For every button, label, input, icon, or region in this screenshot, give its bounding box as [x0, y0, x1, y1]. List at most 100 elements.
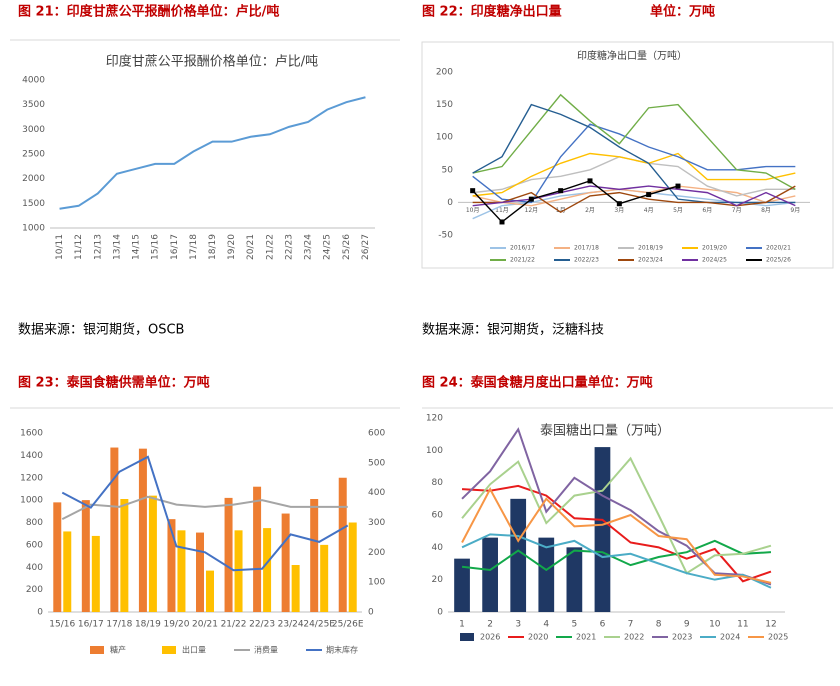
bar	[310, 499, 319, 612]
figure-unit: 单位：万吨	[650, 4, 715, 20]
y-tick-label: 3500	[22, 100, 45, 110]
y2-tick-label: 300	[368, 518, 385, 528]
bar	[320, 544, 329, 612]
y-tick-label: 1200	[20, 473, 43, 483]
chart-title: 印度甘蔗公平报酬价格单位：卢比/吨	[106, 54, 318, 70]
y-tick-label: 1000	[20, 496, 43, 506]
marker	[558, 188, 564, 194]
figure-caption: 图 23：泰国食糖供需单位：万吨	[18, 375, 210, 391]
figure-caption: 图 21：印度甘蔗公平报酬价格单位：卢比/吨	[18, 4, 279, 20]
y-tick-label: 60	[432, 511, 444, 521]
y-tick-label: 100	[426, 446, 443, 456]
bar	[148, 495, 157, 612]
legend-label: 2016/17	[510, 245, 535, 252]
x-tick-label: 17/18	[106, 620, 132, 630]
x-tick-label: 7	[628, 620, 634, 630]
marker	[646, 192, 652, 198]
x-tick-label: 22/23	[284, 234, 294, 260]
bar	[263, 528, 272, 612]
line-series	[59, 96, 366, 210]
bar	[253, 486, 262, 612]
bar	[234, 530, 243, 612]
x-tick-label: 4月	[644, 207, 654, 214]
line-series	[461, 427, 772, 586]
legend-label: 2023/24	[638, 257, 663, 264]
x-tick-label: 19/20	[163, 620, 189, 630]
bar	[110, 447, 119, 612]
marker	[587, 178, 593, 184]
x-tick-label: 17/18	[189, 234, 199, 260]
y2-tick-label: 600	[368, 429, 385, 439]
y-tick-label: 100	[436, 133, 453, 143]
bar	[566, 547, 583, 612]
bar	[177, 530, 186, 612]
chart-title: 印度糖净出口量（万吨）	[577, 49, 687, 62]
chart-title: 泰国糖出口量（万吨）	[540, 423, 670, 439]
x-tick-label: 10/11	[55, 234, 65, 260]
x-tick-label: 12月	[525, 207, 539, 214]
x-tick-label: 20/21	[192, 620, 218, 630]
legend-label: 糖产	[110, 645, 126, 655]
x-tick-label: 10月	[466, 207, 480, 214]
x-tick-label: 5	[572, 620, 578, 630]
bar	[91, 535, 100, 612]
bar	[510, 498, 527, 612]
y-tick-label: 150	[436, 100, 453, 110]
y-tick-label: 1500	[22, 199, 45, 209]
line-series	[472, 123, 796, 204]
line-series	[61, 455, 349, 572]
bar	[138, 448, 147, 612]
x-tick-label: 3	[515, 620, 521, 630]
panel-frame	[421, 41, 834, 269]
legend-label: 2021/22	[510, 257, 535, 264]
bar	[594, 447, 611, 612]
y-tick-label: 2500	[22, 150, 45, 160]
x-tick-label: 2	[487, 620, 493, 630]
bar	[196, 532, 205, 612]
y2-tick-label: 400	[368, 488, 385, 498]
bar	[281, 513, 290, 612]
line-series	[461, 456, 772, 575]
x-tick-label: 9	[684, 620, 690, 630]
x-tick-label: 11/12	[74, 234, 84, 260]
figure-caption: 图 22：印度糖净出口量	[422, 4, 562, 20]
y-tick-label: 600	[26, 540, 43, 550]
data-source: 数据来源：银河期货，OSCB	[18, 322, 184, 338]
x-tick-label: 12/13	[93, 234, 103, 260]
x-tick-label: 2月	[585, 207, 595, 214]
legend-label: 期末库存	[326, 645, 358, 655]
y2-tick-label: 200	[368, 548, 385, 558]
legend-swatch	[460, 633, 474, 641]
bar	[291, 565, 300, 612]
x-tick-label: 24/25E	[303, 620, 335, 630]
legend-label: 2020	[528, 633, 548, 642]
x-tick-label: 19/20	[227, 234, 237, 260]
x-tick-label: 23/24	[304, 234, 314, 260]
legend-swatch	[90, 646, 104, 654]
line-series	[472, 152, 796, 197]
x-tick-label: 20/21	[246, 234, 256, 260]
y-tick-label: 0	[447, 198, 453, 208]
y2-tick-label: 0	[368, 608, 374, 618]
line-series	[461, 487, 772, 584]
legend-label: 消费量	[254, 645, 278, 655]
x-tick-label: 26/27	[361, 234, 371, 260]
legend-label: 2022/23	[574, 257, 599, 264]
y-tick-label: 4000	[22, 76, 45, 86]
x-tick-label: 6	[600, 620, 606, 630]
marker	[499, 219, 505, 225]
marker	[528, 196, 534, 202]
line-series	[472, 185, 796, 207]
y-tick-label: 0	[437, 608, 443, 618]
y-tick-label: 2000	[22, 174, 45, 184]
legend-label: 2023	[672, 633, 692, 642]
figure-caption: 图 24：泰国食糖月度出口量单位：万吨	[422, 375, 653, 391]
y-tick-label: 40	[432, 543, 444, 553]
x-tick-label: 6月	[702, 207, 712, 214]
x-tick-label: 16/17	[78, 620, 104, 630]
bar	[224, 497, 233, 612]
x-tick-label: 13/14	[112, 234, 122, 260]
line-series	[472, 93, 796, 190]
x-tick-label: 15/16	[49, 620, 75, 630]
legend-label: 2019/20	[702, 245, 727, 252]
